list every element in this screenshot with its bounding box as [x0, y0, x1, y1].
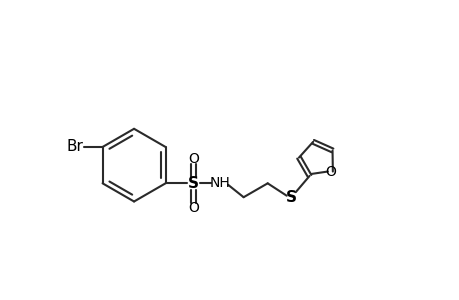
Text: O: O [324, 164, 335, 178]
Text: O: O [187, 152, 198, 166]
Text: Br: Br [66, 140, 83, 154]
Text: S: S [187, 176, 198, 191]
Text: NH: NH [209, 176, 230, 190]
Text: S: S [285, 190, 297, 205]
Text: O: O [187, 201, 198, 214]
